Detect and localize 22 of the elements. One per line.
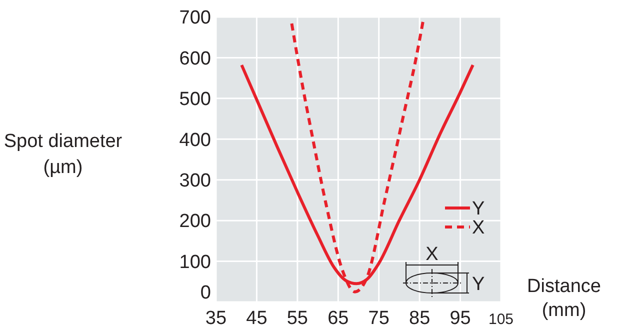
x-axis-title: Distance (mm) bbox=[527, 276, 601, 321]
y-tick-label: 0 bbox=[200, 282, 211, 304]
y-tick-label: 300 bbox=[179, 170, 211, 192]
x-tick-label: 35 bbox=[205, 308, 227, 329]
x-tick-label: 85 bbox=[409, 308, 430, 329]
y-axis-title: Spot diameter (µm) bbox=[4, 131, 123, 178]
x-tick-label: 95 bbox=[450, 308, 471, 329]
y-tick-label: 400 bbox=[179, 130, 211, 151]
y-tick-label: 700 bbox=[179, 8, 211, 29]
annotation: Y bbox=[472, 274, 485, 295]
x-tick-label: 55 bbox=[286, 308, 308, 329]
legend-label: Y bbox=[472, 198, 485, 220]
x-tick-label: 75 bbox=[368, 308, 390, 329]
x-tick-label: 45 bbox=[246, 308, 268, 329]
y-tick-label: 100 bbox=[179, 252, 211, 273]
annotation: X bbox=[426, 244, 439, 265]
x-tick-label: 65 bbox=[328, 308, 349, 329]
y-tick-label: 600 bbox=[179, 48, 211, 70]
x-tick-label: 105 bbox=[488, 311, 514, 328]
y-tick-label: 200 bbox=[179, 211, 211, 232]
legend-label: X bbox=[472, 218, 485, 239]
y-tick-label: 500 bbox=[179, 89, 211, 110]
